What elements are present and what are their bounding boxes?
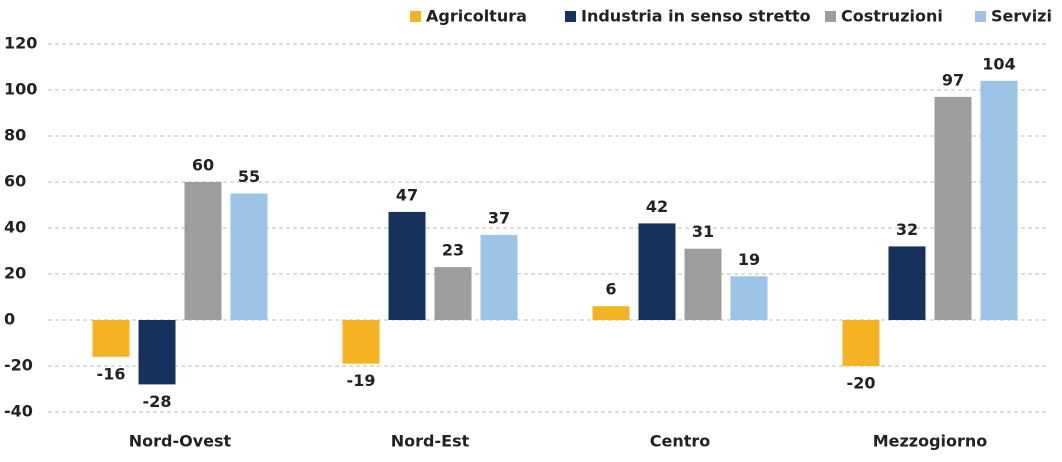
- bar: [388, 211, 426, 320]
- y-tick-label: 40: [4, 218, 26, 237]
- y-tick-label: 20: [4, 264, 26, 283]
- legend-label: Servizi: [991, 7, 1052, 26]
- y-tick-label: 80: [4, 126, 26, 145]
- bar: [184, 182, 222, 320]
- x-tick-label: Mezzogiorno: [873, 432, 988, 451]
- y-tick-label: 60: [4, 172, 26, 191]
- bar: [638, 223, 676, 320]
- value-label: -20: [847, 374, 876, 393]
- bar: [434, 267, 472, 320]
- value-label: 31: [692, 222, 714, 241]
- bar: [980, 80, 1018, 320]
- value-label: 37: [488, 208, 510, 227]
- value-label: 32: [896, 220, 918, 239]
- bar: [592, 306, 630, 320]
- bar: [934, 96, 972, 321]
- legend-swatch: [825, 11, 836, 22]
- value-label: -19: [347, 371, 376, 390]
- legend-label: Costruzioni: [841, 7, 943, 26]
- y-tick-label: 0: [4, 310, 15, 329]
- value-label: 60: [192, 156, 214, 175]
- value-label: -28: [143, 392, 172, 411]
- bar: [138, 320, 176, 385]
- value-label: -16: [97, 364, 126, 383]
- bar: [230, 193, 268, 320]
- value-label: 6: [605, 280, 616, 299]
- bar: [842, 320, 880, 366]
- bar: [888, 246, 926, 320]
- y-tick-label: -40: [4, 402, 33, 421]
- value-label: 42: [646, 197, 668, 216]
- x-tick-label: Nord-Ovest: [129, 432, 232, 451]
- value-label: 104: [982, 54, 1015, 73]
- legend-swatch: [565, 11, 576, 22]
- legend-swatch: [410, 11, 421, 22]
- value-label: 55: [238, 167, 260, 186]
- x-tick-label: Nord-Est: [391, 432, 470, 451]
- x-tick-label: Centro: [650, 432, 711, 451]
- bar: [684, 248, 722, 320]
- value-label: 97: [942, 70, 964, 89]
- legend-swatch: [975, 11, 986, 22]
- y-tick-label: 120: [4, 34, 37, 53]
- legend-label: Industria in senso stretto: [581, 7, 811, 26]
- bar: [480, 234, 518, 320]
- bar: [730, 276, 768, 320]
- y-tick-label: -20: [4, 356, 33, 375]
- legend-label: Agricoltura: [426, 7, 527, 26]
- value-label: 47: [396, 185, 418, 204]
- y-tick-label: 100: [4, 80, 37, 99]
- bar: [92, 320, 130, 357]
- value-label: 23: [442, 241, 464, 260]
- value-label: 19: [738, 250, 760, 269]
- bar: [342, 320, 380, 364]
